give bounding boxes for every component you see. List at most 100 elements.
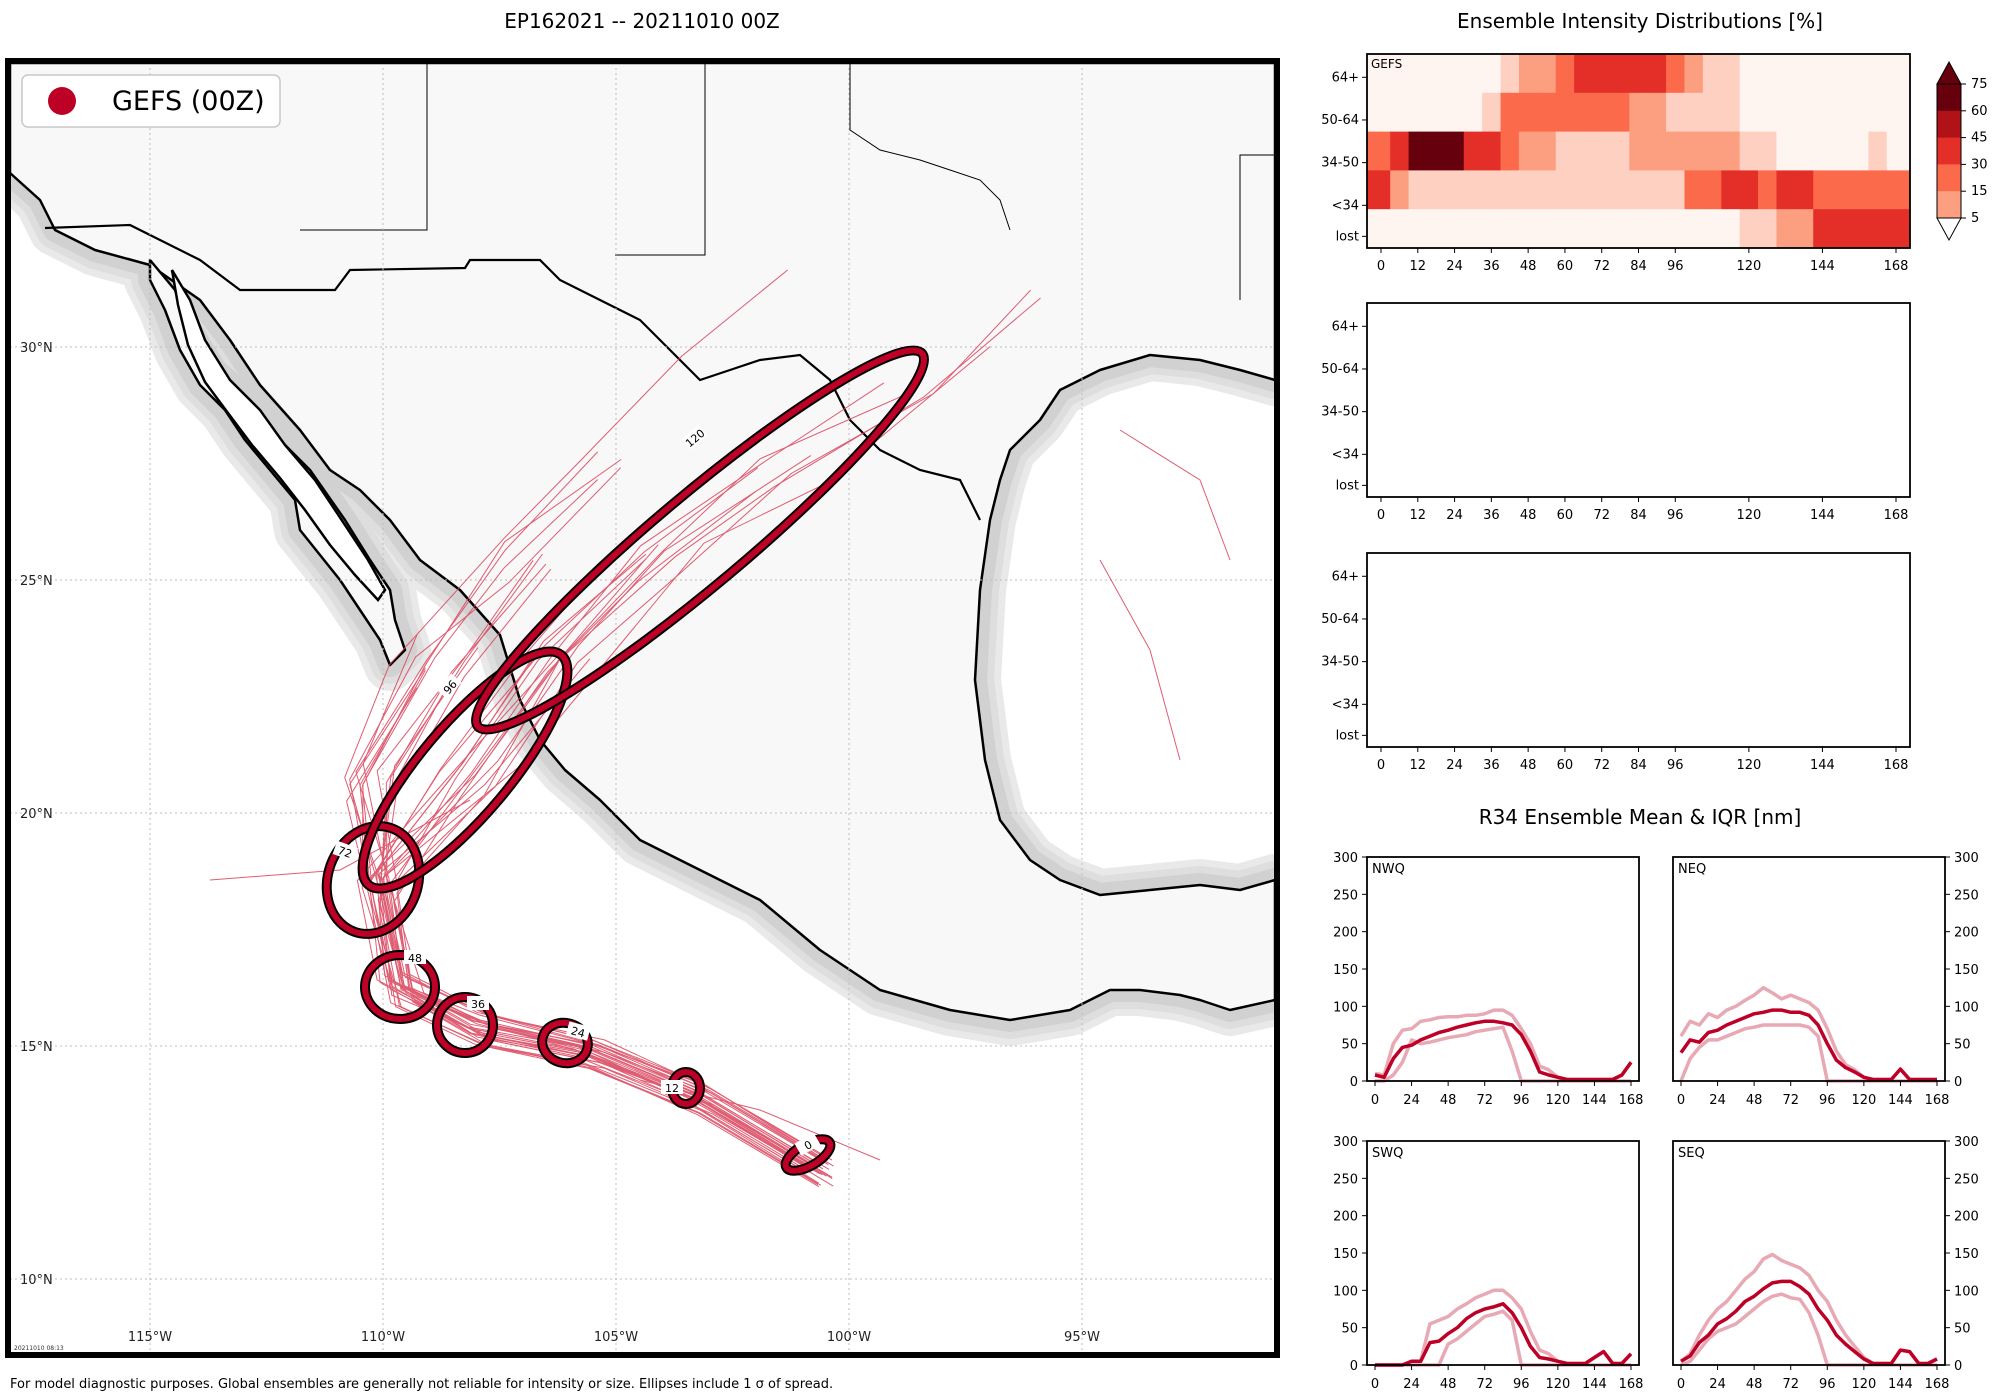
r34-y-label: 0: [1954, 1359, 1962, 1374]
intensity-title: Ensemble Intensity Distributions [%]: [1457, 9, 1823, 33]
intensity-hour-label: 12: [1410, 758, 1427, 773]
intensity-hour-label: 60: [1557, 758, 1574, 773]
heatmap-cell: [1684, 54, 1704, 94]
ensemble-track: [1119, 429, 1231, 561]
r34-y-label: 150: [1333, 963, 1358, 978]
r34-y-label: 300: [1954, 851, 1979, 866]
intensity-hour-label: 168: [1884, 259, 1909, 274]
heatmap-cell: [1610, 131, 1630, 171]
heatmap-cell: [1500, 92, 1520, 133]
r34-x-label: 48: [1440, 1093, 1457, 1108]
ellipse-label-bg: [436, 673, 462, 700]
r34-x-label: 120: [1851, 1377, 1876, 1392]
heatmap-cell: [1794, 92, 1814, 133]
heatmap-cell: [1850, 54, 1869, 94]
heatmap-cell: [1647, 170, 1667, 210]
lon-label: 110°W: [361, 1330, 405, 1345]
intensity-hour-label: 0: [1377, 259, 1385, 274]
heatmap-cell: [1850, 131, 1869, 171]
heatmap-cell: [1831, 209, 1851, 249]
colorbar-tick-label: 75: [1971, 77, 1988, 92]
intensity-hour-label: 84: [1630, 259, 1647, 274]
heatmap-cell: [1794, 54, 1814, 94]
r34-x-label: 24: [1709, 1377, 1726, 1392]
ellipse-label-bg: [661, 1080, 683, 1094]
heatmap-cell: [1629, 131, 1649, 171]
heatmap-cell: [1684, 92, 1704, 133]
heatmap-cell: [1518, 209, 1538, 249]
heatmap-cell: [1463, 92, 1483, 133]
r34-y-label: 100: [1333, 1284, 1358, 1299]
heatmap-cell: [1868, 131, 1888, 171]
r34-y-label: 100: [1954, 1000, 1979, 1015]
heatmap-cell: [1684, 170, 1704, 210]
heatmap-cell: [1684, 209, 1704, 249]
ellipse-label: 24: [569, 1024, 586, 1040]
map-frame: [5, 58, 1280, 1358]
heatmap-cell: [1610, 209, 1630, 249]
heatmap-cell: [1592, 209, 1612, 249]
r34-x-label: 48: [1746, 1093, 1763, 1108]
heatmap-cell: [1702, 170, 1722, 210]
heatmap-cell: [1629, 170, 1649, 210]
r34-x-label: 96: [1513, 1377, 1530, 1392]
heatmap-cell: [1739, 209, 1759, 249]
intensity-panel-frame: [1366, 552, 1911, 748]
intensity-row-label: lost: [1336, 229, 1359, 244]
lon-label: 115°W: [128, 1330, 172, 1345]
r34-y-label: 150: [1954, 1247, 1979, 1262]
heatmap-cell: [1367, 209, 1391, 249]
r34-x-label: 120: [1851, 1093, 1876, 1108]
heatmap-cell: [1666, 92, 1685, 133]
heatmap-cell: [1463, 209, 1483, 249]
lat-labels: 30°N 25°N 20°N 15°N 10°N: [20, 341, 53, 1288]
r34-x-label: 0: [1677, 1377, 1685, 1392]
ellipse-label-bg: [565, 1021, 591, 1041]
heatmap-cell: [1555, 209, 1575, 249]
r34-panel: SEQ 300 250 200 150 100 50 0 0 24 48 72 96 120 144 168: [1672, 1135, 1979, 1392]
r34-x-label: 96: [1513, 1093, 1530, 1108]
heatmap-cell: [1555, 92, 1575, 133]
heatmap-cell: [1776, 54, 1796, 94]
heatmap-cell: [1463, 54, 1483, 94]
heatmap-cell: [1574, 92, 1594, 133]
lon-labels: 115°W 110°W 105°W 100°W 95°W: [128, 1330, 1100, 1345]
heatmap-cell: [1610, 92, 1630, 133]
intensity-hour-label: 72: [1593, 758, 1610, 773]
heatmap-cell: [1794, 170, 1814, 210]
heatmap-cell: [1367, 92, 1391, 133]
r34-iqr-lower: [1375, 1025, 1631, 1083]
heatmap-cell: [1518, 92, 1538, 133]
heatmap-cell: [1813, 131, 1833, 171]
r34-y-label: 100: [1954, 1284, 1979, 1299]
heatmap-cell: [1776, 131, 1796, 171]
r34-x-label: 144: [1582, 1093, 1607, 1108]
borders: [300, 63, 1275, 300]
colorbar-tick-label: 15: [1971, 184, 1988, 199]
gridlines: [10, 63, 1275, 1353]
heatmap-cell: [1739, 170, 1759, 210]
map-title: EP162021 -- 20211010 00Z: [504, 9, 780, 33]
heatmap-cell: [1702, 92, 1722, 133]
r34-x-label: 120: [1545, 1093, 1570, 1108]
r34-x-label: 0: [1677, 1093, 1685, 1108]
heatmap-cell: [1426, 170, 1446, 210]
heatmap-cell: [1666, 131, 1685, 171]
intensity-hour-label: 72: [1593, 259, 1610, 274]
ensemble-track: [209, 799, 471, 881]
intensity-hour-label: 24: [1446, 758, 1463, 773]
heatmap-cell: [1831, 170, 1851, 210]
r34-x-label: 72: [1782, 1377, 1799, 1392]
intensity-hour-label: 168: [1884, 758, 1909, 773]
heatmap-cell: [1868, 170, 1888, 210]
intensity-row-label: 50-64: [1321, 113, 1359, 128]
r34-y-label: 200: [1333, 926, 1358, 941]
heatmap-cell: [1610, 54, 1630, 94]
intensity-row-label: <34: [1332, 697, 1359, 712]
r34-x-label: 144: [1888, 1377, 1913, 1392]
heatmap-cell: [1629, 54, 1649, 94]
heatmap-cell: [1666, 54, 1685, 94]
intensity-hour-label: 144: [1810, 758, 1835, 773]
r34-mean-line: [1680, 1279, 1938, 1366]
